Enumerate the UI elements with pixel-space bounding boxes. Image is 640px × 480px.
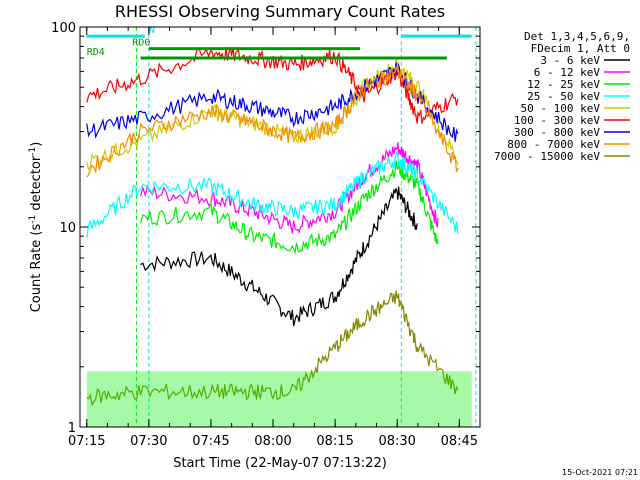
legend: Det 1,3,4,5,6,9, FDecim 1, Att 0 3 - 6 k… <box>494 30 630 163</box>
legend-entry-label: 6 - 12 keV <box>534 66 601 79</box>
legend-entry-label: 800 - 7000 keV <box>507 138 600 151</box>
y-tick-label: 1 <box>68 421 76 436</box>
series-line <box>86 65 459 178</box>
y-tick-label: 100 <box>51 21 76 36</box>
x-tick-label: 07:30 <box>130 434 167 449</box>
series-line <box>86 150 459 238</box>
legend-entry-label: 25 - 50 keV <box>527 90 600 103</box>
legend-header-fdecim: FDecim 1, Att 0 <box>531 42 630 55</box>
y-axis-label: Count Rate (s-1 detector-1) <box>28 142 44 313</box>
series-line <box>140 142 439 234</box>
annotation-n-label: N <box>149 25 155 36</box>
legend-entry-label: 3 - 6 keV <box>540 54 600 67</box>
series-line <box>140 160 439 255</box>
x-axis-label: Start Time (22-May-07 07:13:22) <box>173 456 387 471</box>
legend-entry-label: 12 - 25 keV <box>527 78 600 91</box>
x-tick-label: 08:15 <box>316 434 353 449</box>
legend-entry-label: 50 - 100 keV <box>521 102 601 115</box>
low-rate-band <box>86 371 472 427</box>
series-line <box>86 290 459 407</box>
x-tick-label: 08:45 <box>441 434 478 449</box>
x-tick-label: 07:45 <box>192 434 229 449</box>
x-tick-label: 08:00 <box>254 434 291 449</box>
axis-ticks: 07:15 07:30 07:45 08:00 08:15 08:30 08:45 1 10 10… <box>51 21 481 449</box>
series-line <box>86 57 459 172</box>
annotation-rd0-label: RD0 <box>132 38 150 49</box>
series-line <box>140 186 418 327</box>
legend-entry-label: 300 - 800 keV <box>514 126 600 139</box>
chart-title: RHESSI Observing Summary Count Rates <box>115 2 445 21</box>
plot-area: N RD0 RD4 <box>86 25 477 427</box>
x-tick-label: 07:15 <box>68 434 105 449</box>
legend-entry-label: 7000 - 15000 keV <box>494 150 600 163</box>
legend-entry-label: 100 - 300 keV <box>514 114 600 127</box>
footer-date: 15-Oct-2021 07:21 <box>562 468 638 477</box>
annotation-rd4-label: RD4 <box>87 47 105 58</box>
legend-header-detectors: Det 1,3,4,5,6,9, <box>524 30 630 43</box>
y-tick-label: 10 <box>59 221 76 236</box>
x-tick-label: 08:30 <box>378 434 415 449</box>
